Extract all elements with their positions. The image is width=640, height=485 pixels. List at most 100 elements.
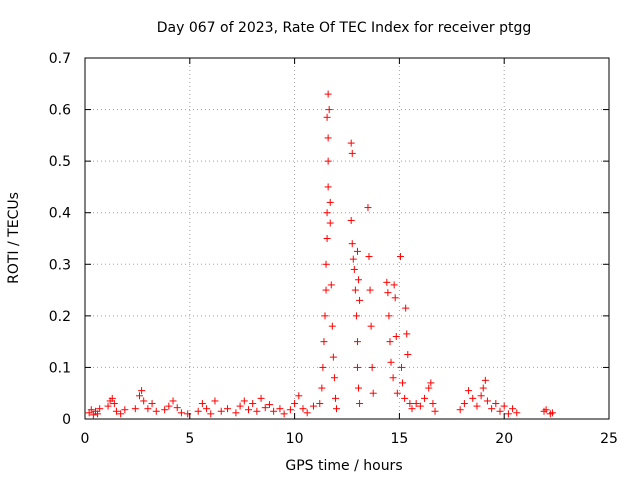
x-tick-label: 15	[390, 431, 408, 447]
data-point	[386, 338, 394, 346]
y-tick-label: 0.7	[49, 51, 71, 67]
y-tick-label: 0.1	[49, 360, 71, 376]
data-point	[161, 406, 169, 414]
data-point	[316, 400, 324, 408]
x-tick-label: 25	[600, 431, 618, 447]
data-point	[492, 400, 500, 408]
chart-title: Day 067 of 2023, Rate Of TEC Index for r…	[157, 20, 532, 36]
data-point	[261, 404, 269, 412]
data-point	[364, 204, 372, 212]
data-point	[110, 400, 118, 408]
data-point	[509, 405, 517, 413]
data-point	[135, 392, 143, 400]
data-point	[348, 240, 356, 248]
data-point	[87, 406, 95, 414]
data-point	[412, 400, 420, 408]
data-point	[396, 253, 404, 261]
data-point	[469, 394, 477, 402]
data-point	[500, 402, 508, 410]
data-point	[483, 397, 491, 405]
data-point	[138, 387, 146, 395]
data-point	[481, 376, 489, 384]
data-point	[351, 286, 359, 294]
data-point	[387, 358, 395, 366]
data-point	[392, 332, 400, 340]
data-point	[140, 397, 148, 405]
data-point	[319, 363, 327, 371]
data-point	[479, 384, 487, 392]
data-point	[324, 90, 332, 98]
data-point	[347, 216, 355, 224]
data-point	[496, 407, 504, 415]
x-tick-label: 0	[81, 431, 90, 447]
data-point	[355, 276, 363, 284]
y-tick-label: 0.4	[49, 206, 71, 222]
data-point	[326, 198, 334, 206]
x-tick-label: 20	[495, 431, 513, 447]
data-point	[385, 312, 393, 320]
data-point	[323, 235, 331, 242]
data-point	[348, 149, 356, 157]
data-point	[207, 410, 215, 418]
data-point	[366, 286, 374, 294]
data-point	[94, 410, 102, 418]
data-point	[391, 294, 399, 302]
data-point	[408, 405, 416, 413]
data-point	[249, 400, 257, 408]
data-point	[203, 405, 211, 413]
data-point	[299, 405, 307, 413]
data-point	[477, 392, 485, 400]
data-point	[333, 405, 341, 413]
data-point	[356, 296, 364, 304]
data-point	[324, 183, 332, 191]
data-point	[104, 402, 112, 410]
data-point	[331, 394, 339, 402]
data-point	[320, 338, 328, 346]
data-point	[265, 401, 273, 409]
data-point	[465, 387, 473, 395]
data-point	[324, 157, 332, 165]
data-point	[383, 278, 391, 286]
data-point	[353, 338, 361, 346]
data-point	[425, 384, 433, 392]
data-point	[224, 405, 232, 413]
data-point	[352, 312, 360, 320]
y-tick-label: 0.2	[49, 309, 71, 325]
data-point	[89, 411, 97, 419]
data-point	[406, 400, 414, 408]
data-point	[403, 330, 411, 338]
y-axis-label: ROTI / TECUs	[6, 192, 22, 284]
data-point	[347, 139, 355, 147]
y-tick-label: 0.5	[49, 154, 71, 170]
data-point	[112, 407, 120, 415]
data-point	[488, 405, 496, 413]
data-point	[329, 353, 337, 361]
data-point	[291, 400, 299, 408]
data-point	[280, 410, 288, 418]
data-point	[198, 400, 206, 408]
data-point	[390, 281, 398, 289]
y-tick-label: 0.6	[49, 103, 71, 119]
data-point	[416, 402, 424, 410]
data-point	[328, 322, 336, 330]
data-point	[427, 379, 435, 387]
data-point	[327, 281, 335, 289]
data-point	[504, 410, 512, 418]
data-point	[194, 407, 202, 415]
data-point	[404, 351, 412, 359]
data-point	[253, 407, 261, 415]
data-point	[148, 400, 156, 408]
data-point	[399, 379, 407, 387]
data-point	[144, 405, 152, 413]
data-point	[355, 384, 363, 392]
data-point	[96, 405, 104, 413]
data-point	[429, 400, 437, 408]
data-point	[350, 265, 358, 273]
data-point	[173, 404, 181, 412]
data-point	[473, 402, 481, 410]
data-point	[324, 134, 332, 142]
data-point	[513, 409, 521, 417]
data-point	[368, 363, 376, 371]
data-point	[323, 209, 331, 217]
